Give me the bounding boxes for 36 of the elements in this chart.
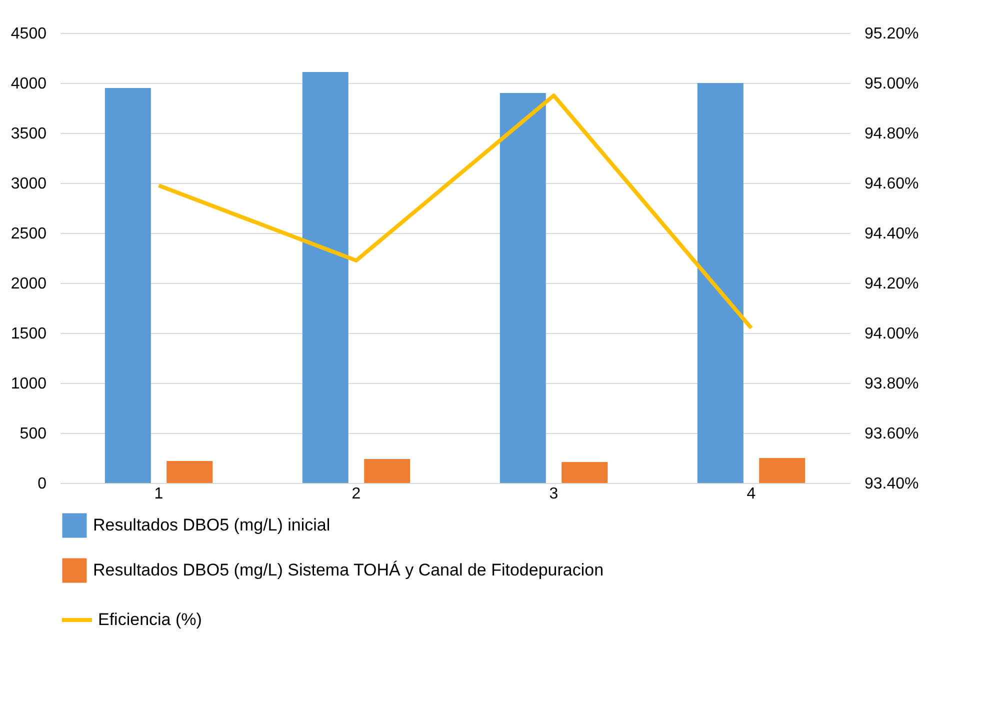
legend-label: Eficiencia (%): [98, 610, 202, 629]
y2-tick-label: 94.40%: [864, 226, 919, 242]
y-tick-label: 1500: [10, 326, 47, 342]
y2-tick-label: 93.40%: [864, 476, 919, 492]
y-tick-label: 0: [38, 476, 47, 492]
x-tick-label: 1: [154, 486, 164, 502]
y-tick-label: 500: [20, 426, 47, 442]
x-tick-label: 4: [746, 486, 756, 502]
y2-tick-label: 94.60%: [864, 176, 919, 192]
y-tick-label: 3500: [10, 126, 47, 142]
y2-tick-label: 94.20%: [864, 276, 919, 292]
y-tick-label: 4000: [10, 76, 47, 92]
y2-tick-label: 93.60%: [864, 426, 919, 442]
bar: [166, 461, 213, 483]
y-tick-label: 1000: [10, 376, 47, 392]
bar: [759, 458, 806, 483]
x-tick-label: 2: [352, 486, 361, 502]
y2-tick-label: 95.20%: [864, 26, 919, 42]
y-tick-label: 2500: [10, 226, 47, 242]
legend-label: Resultados DBO5 (mg/L) Sistema TOHÁ y Canal de Fitodepuracion: [93, 560, 604, 580]
y2-tick-label: 94.80%: [864, 126, 919, 142]
y2-tick-label: 94.00%: [864, 326, 919, 342]
bar: [104, 88, 151, 483]
x-tick-label: 3: [549, 486, 558, 502]
legend-label: Resultados DBO5 (mg/L) inicial: [93, 516, 330, 534]
bar: [562, 462, 608, 483]
bar: [697, 83, 744, 483]
bar: [500, 93, 546, 483]
bar: [302, 72, 348, 483]
y2-tick-label: 95.00%: [864, 76, 919, 92]
y2-tick-label: 93.80%: [864, 376, 919, 392]
y-tick-label: 2000: [10, 276, 47, 292]
y-tick-label: 4500: [10, 26, 47, 42]
bar: [364, 459, 410, 483]
y-tick-label: 3000: [10, 176, 47, 192]
line-series: [156, 94, 754, 330]
